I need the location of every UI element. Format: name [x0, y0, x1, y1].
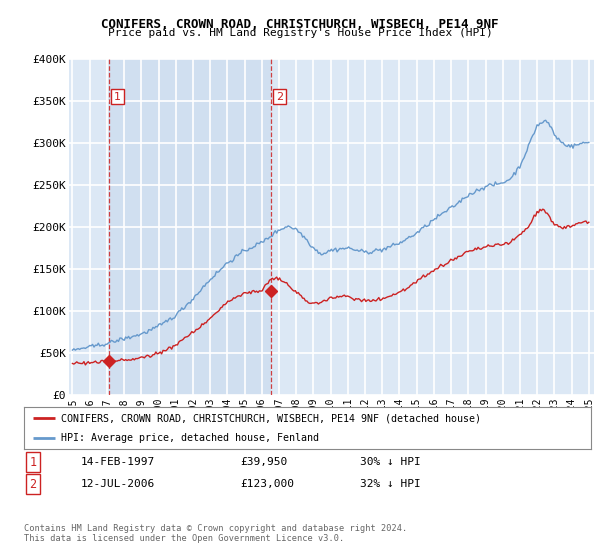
Text: 30% ↓ HPI: 30% ↓ HPI [360, 457, 421, 467]
Text: £123,000: £123,000 [240, 479, 294, 489]
Text: 14-FEB-1997: 14-FEB-1997 [81, 457, 155, 467]
Text: CONIFERS, CROWN ROAD, CHRISTCHURCH, WISBECH, PE14 9NF (detached house): CONIFERS, CROWN ROAD, CHRISTCHURCH, WISB… [61, 413, 481, 423]
Text: Price paid vs. HM Land Registry's House Price Index (HPI): Price paid vs. HM Land Registry's House … [107, 28, 493, 38]
Text: 2: 2 [276, 92, 283, 101]
Text: CONIFERS, CROWN ROAD, CHRISTCHURCH, WISBECH, PE14 9NF: CONIFERS, CROWN ROAD, CHRISTCHURCH, WISB… [101, 18, 499, 31]
Text: 1: 1 [114, 92, 121, 101]
Text: 32% ↓ HPI: 32% ↓ HPI [360, 479, 421, 489]
Text: 2: 2 [29, 478, 37, 491]
Text: £39,950: £39,950 [240, 457, 287, 467]
Text: 12-JUL-2006: 12-JUL-2006 [81, 479, 155, 489]
Bar [109, 59, 271, 395]
Text: HPI: Average price, detached house, Fenland: HPI: Average price, detached house, Fenl… [61, 433, 319, 443]
Text: 1: 1 [29, 455, 37, 469]
Text: Contains HM Land Registry data © Crown copyright and database right 2024.
This d: Contains HM Land Registry data © Crown c… [24, 524, 407, 543]
